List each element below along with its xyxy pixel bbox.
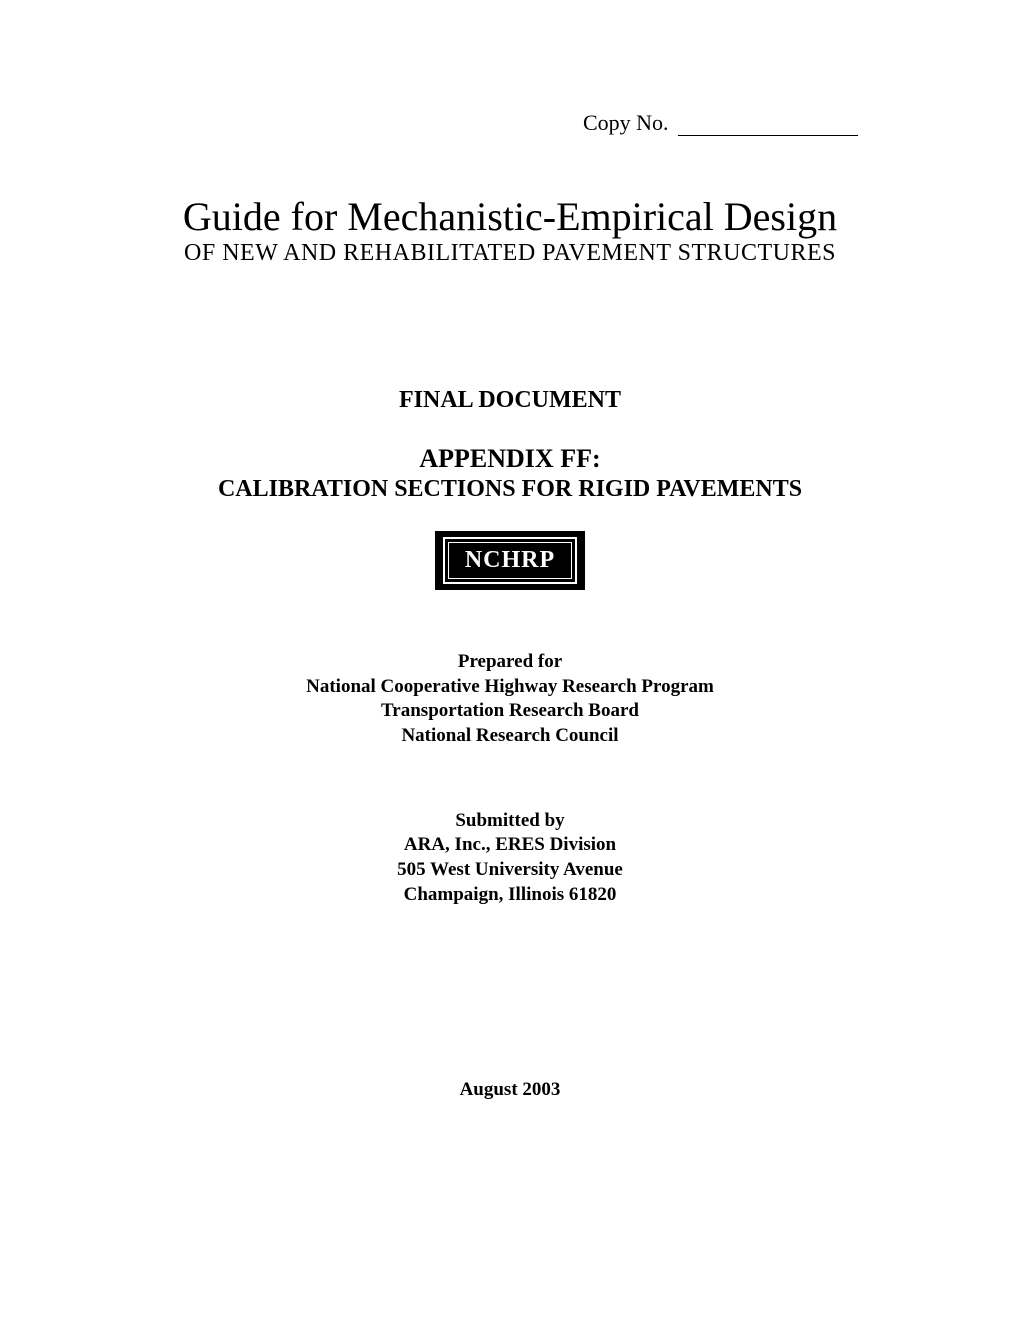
document-subtitle: OF NEW AND REHABILITATED PAVEMENT STRUCT… xyxy=(120,240,900,267)
final-document-label: FINAL DOCUMENT xyxy=(120,387,900,414)
submitted-heading: Submitted by xyxy=(120,809,900,834)
copy-number-blank xyxy=(678,111,858,136)
document-page: Copy No. Guide for Mechanistic-Empirical… xyxy=(0,0,1020,1320)
badge-container: NCHRP xyxy=(120,531,900,590)
badge-text: NCHRP xyxy=(448,542,572,579)
submitted-line-1: ARA, Inc., ERES Division xyxy=(120,833,900,858)
submitted-line-2: 505 West University Avenue xyxy=(120,858,900,883)
submitted-line-3: Champaign, Illinois 61820 xyxy=(120,883,900,908)
copy-number-line: Copy No. xyxy=(120,110,858,136)
badge-border-outer: NCHRP xyxy=(443,537,577,584)
copy-number-label: Copy No. xyxy=(583,110,669,135)
prepared-for-block: Prepared for National Cooperative Highwa… xyxy=(120,650,900,749)
prepared-line-1: National Cooperative Highway Research Pr… xyxy=(120,675,900,700)
prepared-line-2: Transportation Research Board xyxy=(120,699,900,724)
submitted-by-block: Submitted by ARA, Inc., ERES Division 50… xyxy=(120,809,900,908)
nchrp-badge: NCHRP xyxy=(435,531,585,590)
appendix-title: CALIBRATION SECTIONS FOR RIGID PAVEMENTS xyxy=(120,476,900,503)
appendix-label: APPENDIX FF: xyxy=(120,444,900,474)
date-block: August 2003 xyxy=(120,1078,900,1103)
prepared-line-3: National Research Council xyxy=(120,724,900,749)
document-date: August 2003 xyxy=(120,1078,900,1103)
document-title: Guide for Mechanistic-Empirical Design xyxy=(120,196,900,238)
prepared-heading: Prepared for xyxy=(120,650,900,675)
